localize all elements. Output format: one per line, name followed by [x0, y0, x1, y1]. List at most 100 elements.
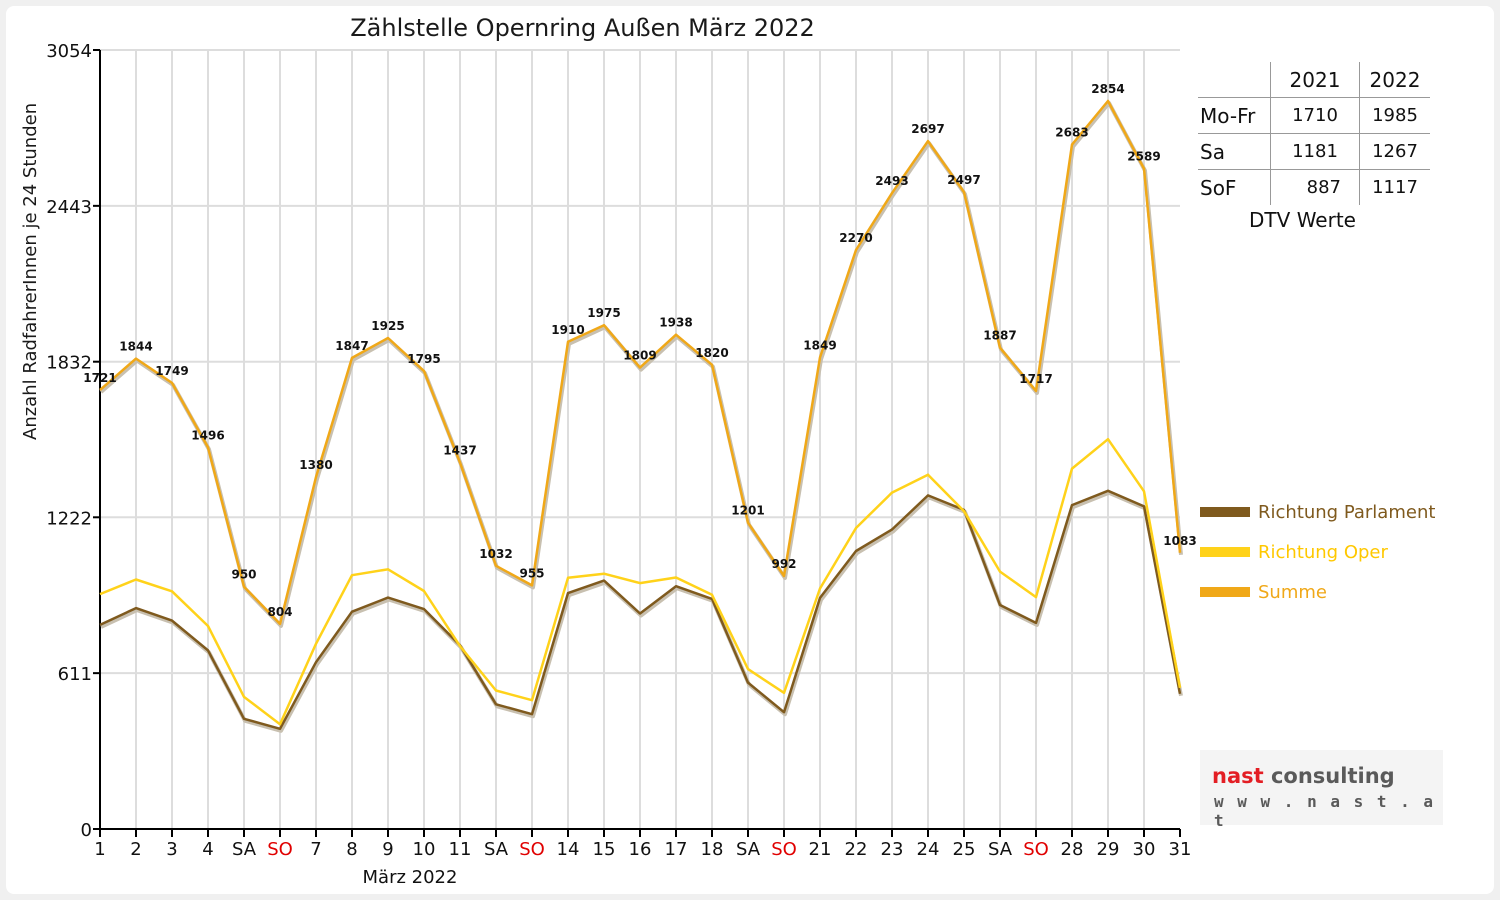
legend-item-parlament: Richtung Parlament: [1200, 492, 1435, 532]
dtv-cell-2022: 1267: [1359, 133, 1430, 170]
logo-word-nast: nast: [1212, 764, 1264, 788]
x-tick-label: 28: [1061, 839, 1084, 860]
x-tick-label: 3: [166, 839, 177, 860]
logo-wordmark: nast consulting: [1212, 764, 1395, 788]
series-shadow-parlament: [100, 490, 1183, 733]
y-tick-label: 0: [81, 820, 92, 841]
data-label-summe: 2854: [1091, 82, 1124, 96]
dtv-header-empty: [1198, 62, 1271, 98]
data-label-summe: 1925: [371, 319, 404, 333]
x-tick-label: 25: [953, 839, 976, 860]
x-tick-label: 9: [382, 839, 393, 860]
dtv-table: 2021 2022 Mo-Fr 1710 1985 Sa 1181 1267 S…: [1198, 62, 1430, 205]
data-label-summe: 2497: [947, 173, 980, 187]
x-tick-label: SO: [1023, 839, 1049, 860]
chart-title: Zählstelle Opernring Außen März 2022: [350, 14, 815, 42]
legend-swatch-oper: [1200, 547, 1250, 557]
data-label-summe: 804: [267, 605, 292, 619]
data-label-summe: 1887: [983, 329, 1016, 343]
dtv-caption: DTV Werte: [1249, 208, 1356, 232]
data-label-summe: 1717: [1019, 372, 1052, 386]
x-tick-label: 29: [1097, 839, 1120, 860]
y-axis-label: Anzahl RadfahrerInnen je 24 Stunden: [20, 102, 41, 440]
x-tick-label: 24: [917, 839, 940, 860]
y-tick-label: 1222: [46, 508, 92, 529]
dtv-row-label: SoF: [1200, 175, 1237, 200]
x-tick-label: 1: [94, 839, 105, 860]
dtv-row-mofr: Mo-Fr 1710 1985: [1198, 97, 1430, 134]
data-label-summe: 955: [519, 566, 544, 580]
x-tick-label: 11: [449, 839, 472, 860]
x-tick-label: 31: [1169, 839, 1192, 860]
x-tick-label: SA: [988, 839, 1013, 860]
x-tick-label: SO: [771, 839, 797, 860]
data-label-summe: 2683: [1055, 126, 1088, 140]
dtv-cell-2022: 1985: [1359, 97, 1430, 134]
data-label-summe: 1847: [335, 339, 368, 353]
legend-item-oper: Richtung Oper: [1200, 532, 1435, 572]
data-label-summe: 1437: [443, 443, 476, 457]
data-label-summe: 2493: [875, 174, 908, 188]
data-label-summe: 1380: [299, 458, 332, 472]
y-tick-label: 2443: [46, 197, 92, 218]
x-tick-label: SA: [484, 839, 509, 860]
x-axis-label: März 2022: [363, 867, 458, 888]
x-tick-label: 14: [557, 839, 580, 860]
legend-swatch-parlament: [1200, 507, 1250, 517]
data-label-summe: 1809: [623, 349, 656, 363]
x-tick-label: 4: [202, 839, 213, 860]
data-label-summe: 2270: [839, 231, 872, 245]
x-tick-label: SO: [519, 839, 545, 860]
x-tick-label: 15: [593, 839, 616, 860]
x-tick-label: 7: [310, 839, 321, 860]
dtv-cell-2021: 887: [1270, 169, 1360, 205]
dtv-row-sof: SoF 887 1117: [1198, 169, 1430, 205]
y-tick-label: 3054: [46, 41, 92, 62]
dtv-cell-2022: 1117: [1359, 169, 1430, 205]
chart-legend: Richtung Parlament Richtung Oper Summe: [1200, 492, 1435, 612]
dtv-row-label: Mo-Fr: [1198, 97, 1271, 134]
x-tick-label: 30: [1133, 839, 1156, 860]
x-tick-label: SA: [736, 839, 761, 860]
data-label-summe: 1820: [695, 346, 728, 360]
series-line-oper: [99, 437, 1182, 726]
legend-item-summe: Summe: [1200, 572, 1435, 612]
x-tick-label: 16: [629, 839, 652, 860]
x-tick-label: 10: [413, 839, 436, 860]
data-label-summe: 1910: [551, 323, 584, 337]
data-label-summe: 1201: [731, 504, 764, 518]
data-label-summe: 2697: [911, 122, 944, 136]
data-label-summe: 1083: [1163, 534, 1196, 548]
data-label-summe: 1496: [191, 428, 224, 442]
data-label-summe: 1795: [407, 352, 440, 366]
data-label-summe: 1749: [155, 364, 188, 378]
data-label-summe: 1849: [803, 338, 836, 352]
legend-swatch-summe: [1200, 587, 1250, 597]
x-tick-label: 23: [881, 839, 904, 860]
data-label-summe: 1975: [587, 306, 620, 320]
data-label-summe: 950: [231, 568, 256, 582]
x-tick-label: 22: [845, 839, 868, 860]
series-line-parlament: [99, 489, 1182, 731]
dtv-cell-2021: 1710: [1270, 97, 1360, 134]
x-tick-label: 2: [130, 839, 141, 860]
nast-logo: nast consulting w w w . n a s t . a t: [1200, 750, 1443, 830]
dtv-header-row: 2021 2022: [1198, 62, 1430, 98]
x-tick-label: 8: [346, 839, 357, 860]
data-label-summe: 992: [771, 557, 796, 571]
legend-label-summe: Summe: [1258, 581, 1327, 603]
x-tick-label: SA: [232, 839, 257, 860]
logo-url: w w w . n a s t . a t: [1214, 792, 1436, 830]
series-line-summe: [99, 99, 1182, 626]
x-tick-label: SO: [267, 839, 293, 860]
data-label-summe: 1032: [479, 547, 512, 561]
legend-label-oper: Richtung Oper: [1258, 541, 1388, 563]
dtv-row-label: Sa: [1198, 133, 1271, 170]
y-tick-label: 1832: [46, 353, 92, 374]
x-tick-label: 18: [701, 839, 724, 860]
data-label-summe: 2589: [1127, 150, 1160, 164]
data-label-summe: 1938: [659, 316, 692, 330]
data-label-summe: 1721: [83, 371, 116, 385]
dtv-header-2021: 2021: [1270, 62, 1360, 98]
x-tick-label: 17: [665, 839, 688, 860]
